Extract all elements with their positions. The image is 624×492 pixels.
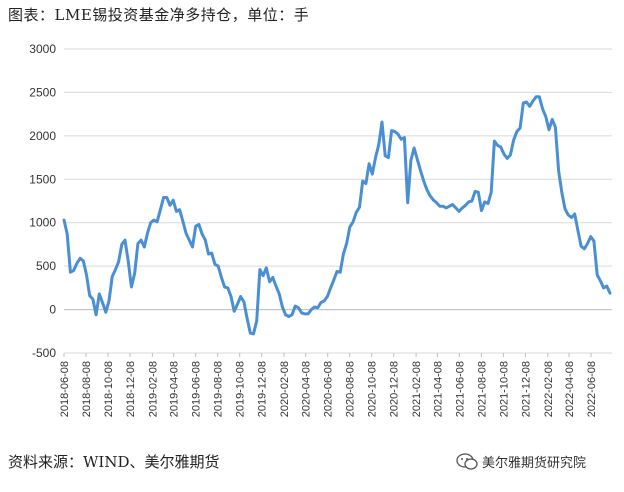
x-tick-label: 2021-08-08 (476, 361, 488, 417)
x-tick-label: 2020-02-08 (279, 361, 291, 417)
x-tick-label: 2019-06-08 (191, 361, 203, 417)
x-tick-label: 2020-10-08 (367, 361, 379, 417)
y-tick-label: 500 (36, 259, 56, 273)
x-tick-label: 2020-08-08 (345, 361, 357, 417)
x-tick-label: 2020-04-08 (301, 361, 313, 417)
x-tick-label: 2022-06-08 (586, 361, 598, 417)
y-tick-label: -500 (32, 346, 56, 360)
y-tick-label: 2000 (29, 129, 56, 143)
wechat-icon (456, 452, 478, 470)
x-tick-label: 2019-12-08 (257, 361, 269, 417)
x-tick-label: 2018-10-08 (103, 361, 115, 417)
x-tick-label: 2022-02-08 (543, 361, 555, 417)
axes (63, 309, 612, 357)
x-tick-label: 2021-12-08 (520, 361, 532, 417)
x-tick-label: 2020-06-08 (323, 361, 335, 417)
x-tick-label: 2019-10-08 (235, 361, 247, 417)
x-tick-label: 2021-02-08 (411, 361, 423, 417)
x-tick-label: 2018-08-08 (81, 361, 93, 417)
x-tick-label: 2022-04-08 (564, 361, 576, 417)
y-tick-label: 1500 (29, 172, 56, 186)
y-tick-label: 2500 (29, 85, 56, 99)
x-tick-label: 2020-12-08 (389, 361, 401, 417)
series-line (62, 95, 612, 336)
x-tick-label: 2021-06-08 (454, 361, 466, 417)
x-tick-label: 2018-12-08 (125, 361, 137, 417)
source-note: 资料来源：WIND、美尔雅期货 (8, 453, 220, 471)
x-tick-label: 2021-10-08 (498, 361, 510, 417)
x-tick-label: 2019-04-08 (169, 361, 181, 417)
y-tick-label: 0 (49, 303, 56, 317)
y-tick-labels: -500 0 500 1000 1500 2000 2500 3000 (29, 42, 56, 360)
y-tick-label: 1000 (29, 216, 56, 230)
x-tick-label: 2019-02-08 (147, 361, 159, 417)
gridlines (64, 48, 612, 354)
x-tick-labels: 2018-06-08 2018-08-08 2018-10-08 2018-12-08… (59, 361, 598, 417)
x-tick-label: 2018-06-08 (59, 361, 71, 417)
x-tick-label: 2021-04-08 (432, 361, 444, 417)
watermark: 美尔雅期货研究院 (456, 452, 586, 471)
chart-title: 图表：LME锡投资基金净多持仓，单位：手 (8, 6, 310, 24)
watermark-text: 美尔雅期货研究院 (482, 456, 587, 471)
x-tick-label: 2019-08-08 (213, 361, 225, 417)
y-tick-label: 3000 (29, 42, 56, 56)
